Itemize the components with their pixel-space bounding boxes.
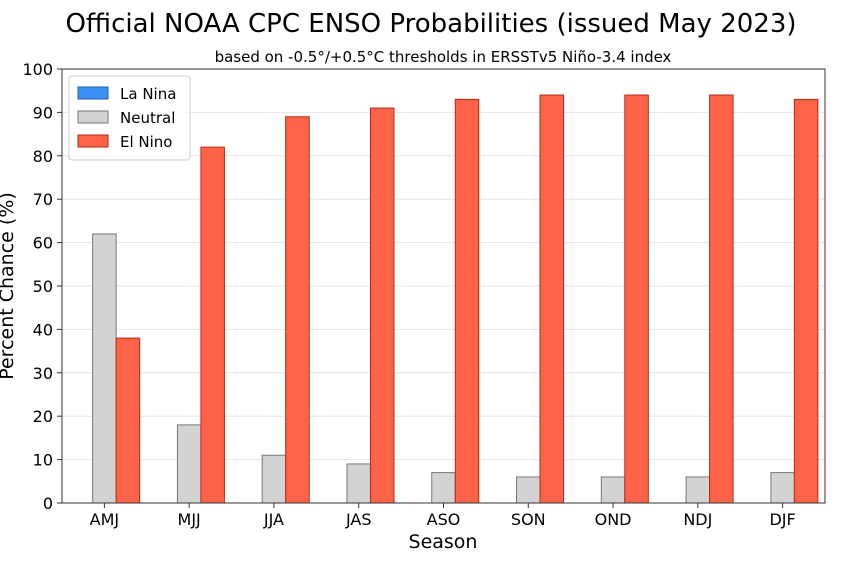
bar-el-nino [115,337,141,504]
y-tick-label: 20 [33,407,53,426]
legend-swatch [77,110,109,124]
legend: La Nina Neutral El Nino [68,75,191,161]
bar-neutral [770,472,795,504]
y-tick-label: 70 [33,190,53,209]
x-tick-label: SON [511,510,546,529]
x-tick-label: MJJ [178,510,201,529]
x-axis: AMJ MJJ JJA JAS ASO SON OND NDJ DJF [90,503,796,529]
y-tick-label: 90 [33,103,53,122]
y-tick-label: 40 [33,320,53,339]
chart-title: Official NOAA CPC ENSO Probabilities (is… [65,9,796,39]
x-tick-label: JAS [345,510,372,529]
bar-el-nino [285,116,310,504]
y-tick-label: 0 [43,494,53,513]
bar-neutral [600,476,626,504]
y-axis: 0 10 20 30 40 50 60 70 80 90 100 [22,60,62,513]
y-tick-label: 10 [33,451,53,470]
legend-label: El Nino [120,133,173,151]
legend-swatch [77,86,109,100]
y-tick-label: 100 [22,60,53,79]
legend-swatch [77,134,109,148]
bar-neutral [92,233,117,504]
legend-label: Neutral [120,109,175,127]
y-tick-label: 80 [33,147,53,166]
x-tick-label: NDJ [683,510,712,529]
x-tick-label: JJA [263,510,284,529]
bar-el-nino [454,98,480,504]
bar-el-nino [200,146,225,504]
x-tick-label: ASO [427,510,461,529]
x-axis-label: Season [409,531,478,553]
bar-el-nino [369,107,395,504]
y-tick-label: 50 [33,277,53,296]
y-axis-label: Percent Chance (%) [0,192,18,380]
y-tick-label: 60 [33,234,53,253]
x-tick-label: DJF [769,510,795,529]
bar-neutral [685,476,711,504]
chart-subtitle: based on -0.5°/+0.5°C thresholds in ERSS… [215,48,672,66]
bar-neutral [176,424,202,504]
bar-neutral [261,454,287,504]
bar-neutral [516,476,541,504]
bar-el-nino [793,98,819,504]
bar-neutral [431,472,456,504]
bar-el-nino [709,94,734,504]
bar-neutral [346,463,371,504]
x-tick-label: AMJ [90,510,119,529]
bar-el-nino [624,94,649,504]
bar-el-nino [539,94,565,504]
y-tick-label: 30 [33,364,53,383]
x-tick-label: OND [595,510,632,529]
legend-label: La Nina [120,85,176,103]
